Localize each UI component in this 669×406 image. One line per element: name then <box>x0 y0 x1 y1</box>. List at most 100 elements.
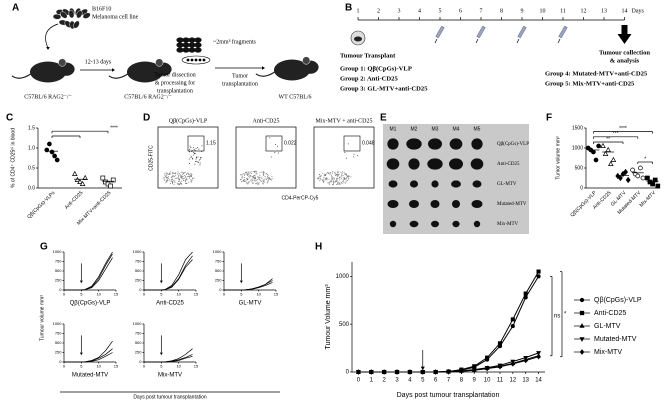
flow-event <box>327 182 329 184</box>
timeline-label: 12 <box>581 8 587 14</box>
arrow-head <box>262 66 265 70</box>
flow-event <box>251 173 253 175</box>
flow-event <box>326 179 328 181</box>
mouse-icon <box>126 61 164 83</box>
flow-event <box>256 183 258 185</box>
mouse-id: M2 <box>411 126 418 132</box>
flow-event <box>165 176 167 178</box>
flow-event <box>332 178 334 180</box>
gate <box>343 135 361 152</box>
gate-value: 0.048 <box>362 140 375 146</box>
flow-event <box>255 173 257 175</box>
series-point <box>536 274 541 279</box>
y-tick-label: 1000 <box>572 145 583 151</box>
x-tick-label: 5 <box>421 378 425 384</box>
flow-event <box>187 172 189 174</box>
flow-event <box>348 174 350 176</box>
tumor <box>471 138 483 150</box>
flow-event <box>254 171 256 173</box>
tumor-fragment <box>182 47 190 53</box>
flow-event <box>179 180 181 182</box>
flow-event <box>246 182 248 184</box>
flow-event <box>263 183 265 185</box>
flow-event <box>265 177 267 179</box>
mouse-label: C57BL/6 RAG2⁻/⁻ <box>124 94 172 100</box>
flow-event <box>343 182 345 184</box>
flow-event <box>333 184 335 186</box>
flow-event <box>177 176 179 178</box>
x-tick-label: 0 <box>63 292 66 297</box>
flow-event <box>257 184 259 186</box>
y-tick-label: 0 <box>59 287 62 292</box>
mouse-id: M5 <box>474 126 481 132</box>
flow-event <box>332 180 334 182</box>
flow-event <box>321 180 323 182</box>
arrow <box>45 23 59 49</box>
flow-event <box>334 181 336 183</box>
gate-value: 1.15 <box>206 140 216 146</box>
flow-event <box>258 176 260 178</box>
series-point <box>497 363 503 370</box>
tumor-fragment <box>176 42 184 48</box>
x-tick-label: 7 <box>447 378 451 384</box>
cell-icon <box>76 10 83 19</box>
panel-letter: E <box>380 113 387 124</box>
flow-event <box>267 176 269 178</box>
flow-event <box>277 152 279 154</box>
tumor <box>431 220 439 228</box>
flow-event <box>243 173 245 175</box>
flow-event <box>253 176 255 178</box>
flow-event <box>247 175 249 177</box>
syringe-icon <box>435 25 445 39</box>
flow-event <box>339 183 341 185</box>
flow-event <box>342 181 344 183</box>
flow-event <box>197 147 199 149</box>
flow-event <box>329 172 331 174</box>
fragment-label: ~2mm³ fragments <box>213 38 257 45</box>
timeline-label: 2 <box>377 8 380 14</box>
growth-line <box>64 340 113 363</box>
data-point <box>623 168 629 176</box>
flow-event <box>326 178 328 180</box>
plot-title: Mix-MTV + anti-CD25 <box>316 118 373 124</box>
series-point <box>484 365 490 372</box>
x-tick-label: 10 <box>484 378 491 384</box>
y-tick-label: 500 <box>215 268 222 273</box>
y-axis-label: Tumor volume mm³ <box>555 136 561 179</box>
data-point <box>630 167 635 173</box>
flow-event <box>184 174 186 176</box>
series-point <box>446 369 451 375</box>
flow-event <box>184 180 186 182</box>
legend-label: Qβ(CpGs)-VLP <box>594 297 642 304</box>
flow-event <box>199 164 201 166</box>
syringe-needle <box>557 38 561 44</box>
flow-event <box>256 181 258 183</box>
flow-event <box>317 178 319 180</box>
flow-event <box>176 177 178 179</box>
group-label: Qβ(CpGs)-VLP <box>497 142 529 147</box>
tumor-fragment <box>188 47 196 53</box>
x-tick-label: 5 <box>80 292 83 297</box>
significance-label: *** <box>613 131 619 137</box>
flow-event <box>259 172 261 174</box>
flow-event <box>325 177 327 179</box>
arrow-head <box>420 366 425 371</box>
flow-event <box>262 181 264 183</box>
flow-event <box>258 182 260 184</box>
flow-event <box>248 175 250 177</box>
flow-event <box>166 175 168 177</box>
y-tick-label: 1000 <box>133 321 143 326</box>
flow-event <box>242 173 244 175</box>
mouse-label: WT C57BL/6 <box>278 94 311 100</box>
flow-event <box>248 177 250 179</box>
x-axis-label: CD4-PerCP-Cy5 <box>282 195 319 201</box>
flow-event <box>185 182 187 184</box>
flow-event <box>172 180 174 182</box>
flow-event <box>267 175 269 177</box>
flow-event <box>334 181 336 183</box>
flow-event <box>346 176 348 178</box>
flow-event <box>343 172 345 174</box>
legend-label: Anti-CD25 <box>594 310 626 317</box>
flow-event <box>336 180 338 182</box>
y-tick-label: 500 <box>575 165 584 171</box>
